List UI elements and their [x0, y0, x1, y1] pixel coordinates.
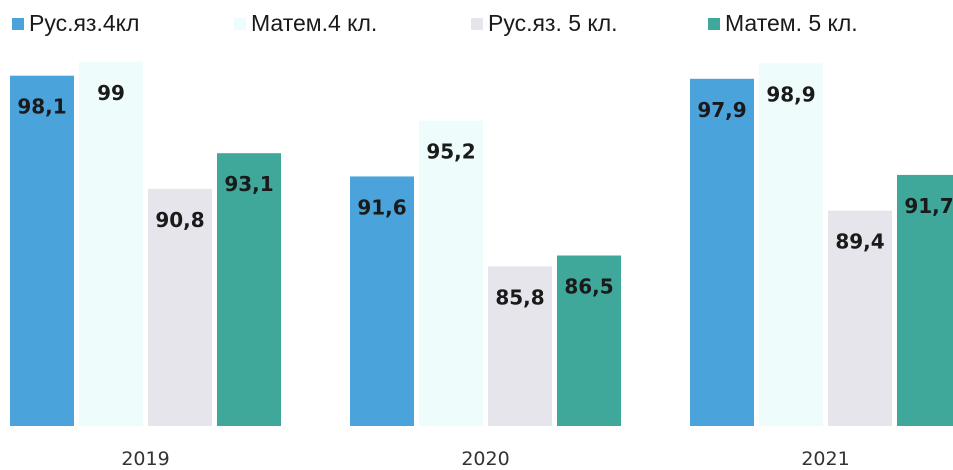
data-label: 93,1	[224, 172, 273, 196]
x-tick-label: 2020	[461, 448, 509, 470]
bar-2019-series-2	[148, 188, 212, 426]
legend-label: Матем.4 кл.	[251, 10, 378, 36]
data-label: 98,1	[17, 95, 66, 119]
data-label: 98,9	[766, 82, 815, 106]
data-label: 91,6	[357, 195, 406, 219]
bar-2019-series-3	[217, 153, 281, 426]
legend-swatch-icon	[234, 17, 246, 30]
bar-2021-series-2	[828, 210, 892, 426]
data-label: 91,7	[904, 194, 953, 218]
bar-2021-series-1	[759, 63, 823, 427]
bar-2021-series-3	[897, 174, 953, 426]
bar-2021-series-0	[690, 78, 754, 427]
legend-item-rus-5: Рус.яз. 5 кл.	[471, 10, 618, 37]
legend-item-rus-4: Рус.яз.4кл	[12, 10, 139, 37]
bar-2019-series-1	[79, 61, 143, 426]
bar-2020-series-3	[557, 255, 621, 426]
legend-label: Рус.яз.4кл	[29, 10, 140, 36]
legend-label: Рус.яз. 5 кл.	[488, 10, 618, 36]
bar-2020-series-0	[350, 176, 414, 426]
data-label: 86,5	[564, 275, 613, 299]
bar-2020-series-2	[488, 266, 552, 426]
data-label: 99	[97, 81, 125, 105]
legend-item-math-4: Матем.4 кл.	[234, 10, 377, 37]
x-tick-label: 2019	[121, 448, 169, 470]
data-label: 97,9	[697, 98, 746, 122]
data-label: 85,8	[495, 285, 544, 309]
legend-label: Матем. 5 кл.	[725, 10, 858, 36]
data-label: 90,8	[155, 208, 204, 232]
x-tick-label: 2021	[801, 448, 849, 470]
bar-2020-series-1	[419, 120, 483, 427]
legend-swatch-icon	[12, 17, 24, 30]
data-label: 89,4	[835, 230, 884, 254]
legend-swatch-icon	[708, 17, 720, 30]
data-label: 95,2	[426, 140, 475, 164]
legend-swatch-icon	[471, 17, 483, 30]
legend: Рус.яз.4кл Матем.4 кл. Рус.яз. 5 кл. Мат…	[0, 10, 953, 46]
legend-item-math-5: Матем. 5 кл.	[708, 10, 858, 37]
bar-2019-series-0	[10, 75, 74, 426]
